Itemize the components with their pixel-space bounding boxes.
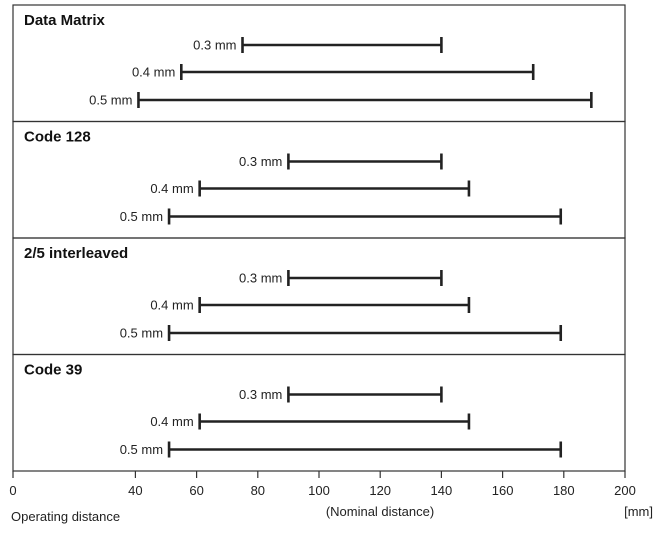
range-row: 0.5 mm <box>89 92 593 108</box>
x-axis: 0 40 60 80 100 120 140 160 180 200 <box>9 471 636 498</box>
x-axis-label: Operating distance <box>11 509 120 524</box>
resolution-label: 0.3 mm <box>193 38 236 53</box>
range-row: 0.4 mm <box>150 297 471 313</box>
section-frame <box>12 353 626 472</box>
resolution-label: 0.5 mm <box>120 326 163 341</box>
resolution-label: 0.3 mm <box>239 387 282 402</box>
range-row: 0.3 mm <box>239 270 443 286</box>
section-frame <box>12 120 626 239</box>
x-tick-label: 100 <box>308 483 330 498</box>
section-title: Code 128 <box>24 129 91 146</box>
resolution-label: 0.4 mm <box>132 65 175 80</box>
chart-section: 2/5 interleaved 0.3 mm 0.4 mm 0.5 mm <box>12 237 626 356</box>
section-title: Data Matrix <box>24 12 106 29</box>
x-axis-note: (Nominal distance) <box>326 504 434 519</box>
range-row: 0.3 mm <box>239 153 443 170</box>
chart-section: Code 128 0.3 mm 0.4 mm 0.5 mm <box>12 120 626 239</box>
range-row: 0.4 mm <box>150 413 471 430</box>
resolution-label: 0.5 mm <box>120 209 163 224</box>
x-tick-label: 80 <box>251 483 265 498</box>
resolution-label: 0.4 mm <box>150 414 193 429</box>
x-tick-label: 180 <box>553 483 575 498</box>
range-row: 0.5 mm <box>120 325 563 341</box>
resolution-label: 0.5 mm <box>120 442 163 457</box>
x-tick-label: 0 <box>9 483 16 498</box>
chart-section: Code 39 0.3 mm 0.4 mm 0.5 mm <box>12 353 626 472</box>
x-tick-label: 60 <box>189 483 203 498</box>
x-tick-label: 160 <box>492 483 514 498</box>
x-tick-label: 200 <box>614 483 636 498</box>
range-row: 0.4 mm <box>132 64 535 80</box>
range-row: 0.4 mm <box>150 180 471 197</box>
section-title: Code 39 <box>24 362 82 379</box>
range-row: 0.5 mm <box>120 441 563 458</box>
chart-section: Data Matrix 0.3 mm 0.4 mm0.5 mm <box>12 4 626 123</box>
x-tick-label: 120 <box>369 483 391 498</box>
x-tick-label: 40 <box>128 483 142 498</box>
range-row: 0.5 mm <box>120 208 563 225</box>
resolution-label: 0.3 mm <box>239 154 282 169</box>
resolution-label: 0.5 mm <box>89 93 132 108</box>
section-title: 2/5 interleaved <box>24 245 128 262</box>
resolution-label: 0.3 mm <box>239 271 282 286</box>
resolution-label: 0.4 mm <box>150 181 193 196</box>
range-row: 0.3 mm <box>239 386 443 403</box>
range-row: 0.3 mm <box>193 37 443 53</box>
x-tick-label: 140 <box>431 483 453 498</box>
x-axis-unit: [mm] <box>624 504 653 519</box>
resolution-label: 0.4 mm <box>150 298 193 313</box>
